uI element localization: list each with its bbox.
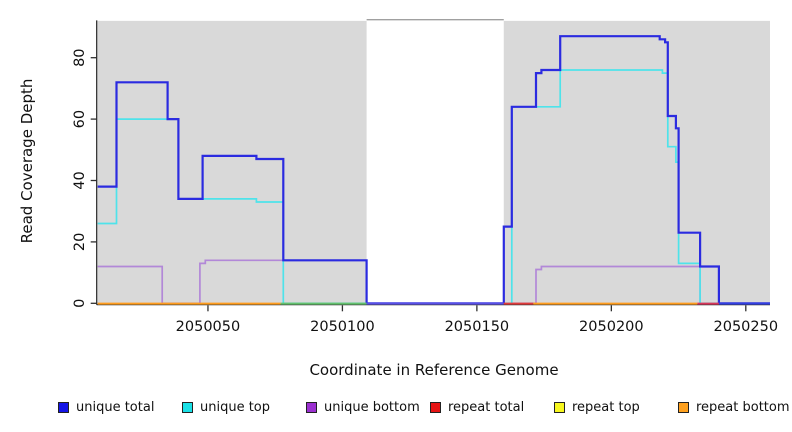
x-tick-label: 2050200	[579, 319, 644, 335]
legend-swatch-unique-total	[58, 401, 69, 413]
series-unique-total	[97, 35, 770, 305]
x-axis-title: Coordinate in Reference Genome	[309, 361, 559, 379]
y-tick-label: 20	[72, 233, 88, 251]
chart-legend: unique total unique top unique bottom repea…	[0, 398, 792, 418]
legend-item-repeat-bottom: repeat bottom	[678, 398, 790, 416]
masked-region	[366, 19, 504, 304]
legend-item-unique-total: unique total	[58, 398, 154, 416]
legend-swatch-repeat-bottom	[678, 401, 689, 413]
legend-item-unique-bottom: unique bottom	[306, 398, 420, 416]
y-tick-label: 80	[72, 48, 88, 66]
legend-swatch-unique-bottom	[306, 401, 317, 413]
y-axis-title: Read Coverage Depth	[18, 78, 36, 244]
legend-item-repeat-total: repeat total	[430, 398, 524, 416]
legend-label: unique bottom	[324, 399, 420, 415]
legend-label: repeat bottom	[696, 399, 790, 415]
x-tick-label: 2050250	[714, 319, 779, 335]
y-tick-label: 0	[72, 299, 88, 308]
legend-item-repeat-top: repeat top	[554, 398, 640, 416]
x-tick-label: 2050150	[445, 319, 510, 335]
y-tick-label: 60	[72, 110, 88, 128]
y-tick-label: 40	[72, 171, 88, 189]
legend-swatch-unique-top	[182, 401, 193, 413]
legend-item-unique-top: unique top	[182, 398, 270, 416]
legend-swatch-repeat-total	[430, 401, 441, 413]
legend-label: repeat total	[448, 399, 525, 415]
x-tick-label: 2050050	[176, 319, 241, 335]
legend-swatch-repeat-top	[554, 401, 565, 413]
legend-label: unique top	[200, 399, 271, 415]
x-tick-label: 2050100	[310, 319, 375, 335]
legend-label: repeat top	[572, 399, 640, 415]
legend-label: unique total	[76, 399, 155, 415]
